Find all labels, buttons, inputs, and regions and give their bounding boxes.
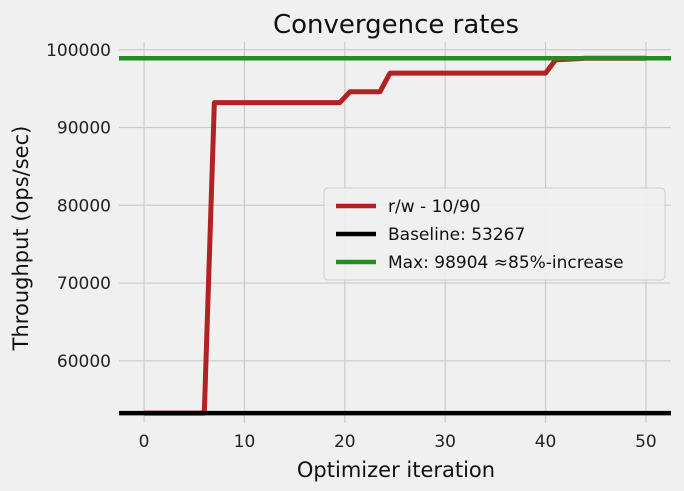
series-group — [119, 55, 671, 416]
tick-labels: 0 10 20 30 40 50 60000 70000 80000 90000 100000 — [46, 41, 657, 452]
legend-label: r/w - 10/90 — [388, 197, 481, 217]
legend-label: Max: 98904 ≈85%-increase — [388, 253, 624, 273]
x-tick-label: 50 — [635, 432, 657, 452]
chart-title: Convergence rates — [273, 10, 519, 40]
legend-label: Baseline: 53267 — [388, 225, 525, 245]
x-tick-label: 20 — [334, 432, 356, 452]
x-tick-label: 0 — [139, 432, 150, 452]
y-tick-label: 100000 — [46, 41, 111, 61]
x-tick-label: 30 — [434, 432, 456, 452]
x-tick-label: 10 — [234, 432, 256, 452]
y-tick-label: 60000 — [57, 352, 111, 372]
y-tick-label: 80000 — [57, 196, 111, 216]
x-tick-label: 40 — [535, 432, 557, 452]
y-axis-label: Throughput (ops/sec) — [9, 126, 33, 352]
y-tick-label: 90000 — [57, 119, 111, 139]
x-axis-label: Optimizer iteration — [297, 458, 495, 482]
legend: r/w - 10/90 Baseline: 53267 Max: 98904 ≈85… — [323, 187, 666, 281]
legend-frame — [323, 187, 666, 281]
y-tick-label: 70000 — [57, 274, 111, 294]
